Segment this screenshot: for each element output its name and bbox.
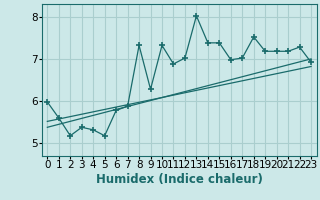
X-axis label: Humidex (Indice chaleur): Humidex (Indice chaleur) <box>96 173 263 186</box>
